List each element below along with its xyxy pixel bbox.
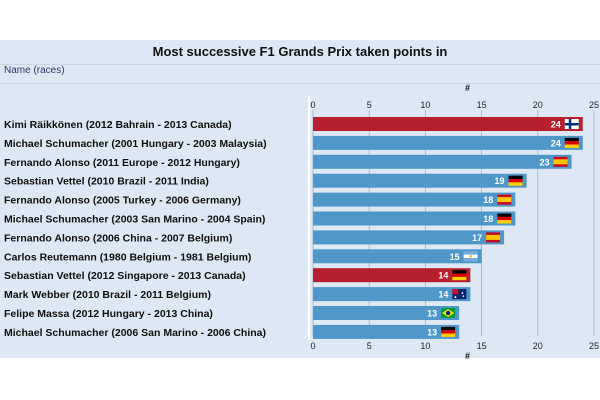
- column-header-band: [0, 64, 600, 84]
- row-label: Fernando Alonso (2011 Europe - 2012 Hung…: [4, 157, 240, 169]
- germany-flag-icon: [441, 326, 456, 337]
- bar: [313, 211, 516, 226]
- row-label: Sebastian Vettel (2012 Singapore - 2013 …: [4, 270, 246, 282]
- argentina-flag-icon: [463, 251, 478, 262]
- data-label: 18: [483, 214, 493, 224]
- x-tick-label-top: 0: [310, 100, 315, 110]
- x-axis-label-bottom: #: [465, 351, 470, 361]
- data-label: 14: [438, 271, 448, 281]
- brazil-flag-icon: [441, 308, 456, 318]
- data-label: 13: [427, 309, 437, 319]
- row-label: Michael Schumacher (2001 Hungary - 2003 …: [4, 138, 267, 150]
- bar: [313, 192, 516, 207]
- row-label: Michael Schumacher (2006 San Marino - 20…: [4, 327, 266, 339]
- germany-flag-icon: [564, 137, 579, 148]
- chart-title: Most successive F1 Grands Prix taken poi…: [152, 44, 448, 59]
- x-tick-label-top: 10: [420, 100, 430, 110]
- x-tick-label-top: 15: [477, 100, 487, 110]
- data-label: 14: [438, 290, 448, 300]
- x-tick-label-bottom: 10: [420, 341, 430, 351]
- data-label: 18: [483, 195, 493, 205]
- bar: [313, 135, 583, 150]
- spain-flag-icon: [486, 232, 501, 243]
- x-tick-label-bottom: 5: [367, 341, 372, 351]
- x-tick-label-top: 5: [367, 100, 372, 110]
- data-label: 17: [472, 233, 482, 243]
- x-tick-label-top: 25: [589, 100, 599, 110]
- germany-flag-icon: [508, 175, 523, 186]
- x-tick-label-bottom: 15: [477, 341, 487, 351]
- row-label: Kimi Räikkönen (2012 Bahrain - 2013 Cana…: [4, 119, 232, 131]
- category-column-header: Name (races): [4, 65, 65, 76]
- x-tick-label-bottom: 0: [310, 341, 315, 351]
- bar: [313, 230, 505, 245]
- data-label: 24: [551, 138, 561, 148]
- bar: [313, 154, 572, 169]
- bar: [313, 117, 583, 131]
- spain-flag-icon: [553, 156, 568, 167]
- row-label: Mark Webber (2010 Brazil - 2011 Belgium): [4, 289, 211, 301]
- data-label: 13: [427, 327, 437, 337]
- x-tick-label-bottom: 20: [533, 341, 543, 351]
- bar: [313, 249, 482, 264]
- germany-flag-icon: [452, 270, 467, 281]
- bar: [313, 324, 460, 339]
- row-label: Sebastian Vettel (2010 Brazil - 2011 Ind…: [4, 176, 209, 188]
- row-label: Felipe Massa (2012 Hungary - 2013 China): [4, 308, 213, 320]
- spain-flag-icon: [497, 194, 512, 205]
- x-tick-label-bottom: 25: [589, 341, 599, 351]
- bar: [313, 173, 527, 188]
- data-label: 19: [495, 176, 505, 186]
- x-axis-label-top: #: [465, 83, 470, 93]
- bar: [313, 306, 460, 320]
- row-label: Michael Schumacher (2003 San Marino - 20…: [4, 214, 265, 226]
- row-label: Carlos Reutemann (1980 Belgium - 1981 Be…: [4, 251, 251, 263]
- row-label: Fernando Alonso (2006 China - 2007 Belgi…: [4, 232, 232, 244]
- germany-flag-icon: [497, 213, 512, 224]
- bar: [313, 287, 471, 302]
- row-label: Fernando Alonso (2005 Turkey - 2006 Germ…: [4, 195, 241, 207]
- data-label: 15: [450, 252, 460, 262]
- bar: [313, 268, 471, 283]
- finland-flag-icon: [564, 119, 579, 129]
- data-label: 24: [551, 120, 561, 130]
- australia-flag-icon: [452, 289, 467, 300]
- data-label: 23: [540, 157, 550, 167]
- x-tick-label-top: 20: [533, 100, 543, 110]
